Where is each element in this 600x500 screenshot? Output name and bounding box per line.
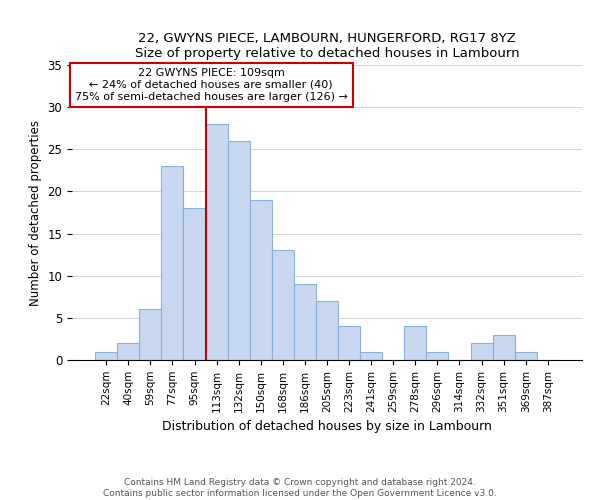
Bar <box>206 124 227 360</box>
Bar <box>338 326 360 360</box>
Text: 22 GWYNS PIECE: 109sqm
← 24% of detached houses are smaller (40)
75% of semi-det: 22 GWYNS PIECE: 109sqm ← 24% of detached… <box>74 68 347 102</box>
Bar <box>360 352 382 360</box>
Bar <box>404 326 427 360</box>
Title: 22, GWYNS PIECE, LAMBOURN, HUNGERFORD, RG17 8YZ
Size of property relative to det: 22, GWYNS PIECE, LAMBOURN, HUNGERFORD, R… <box>134 32 520 60</box>
Bar <box>470 343 493 360</box>
Bar <box>117 343 139 360</box>
Bar <box>294 284 316 360</box>
Bar <box>227 141 250 360</box>
Bar <box>515 352 537 360</box>
Bar <box>427 352 448 360</box>
Bar <box>316 301 338 360</box>
Bar <box>139 310 161 360</box>
Bar <box>95 352 117 360</box>
Bar <box>250 200 272 360</box>
Bar <box>272 250 294 360</box>
Text: Contains HM Land Registry data © Crown copyright and database right 2024.
Contai: Contains HM Land Registry data © Crown c… <box>103 478 497 498</box>
X-axis label: Distribution of detached houses by size in Lambourn: Distribution of detached houses by size … <box>162 420 492 433</box>
Bar <box>184 208 206 360</box>
Y-axis label: Number of detached properties: Number of detached properties <box>29 120 42 306</box>
Bar <box>161 166 184 360</box>
Bar <box>493 334 515 360</box>
